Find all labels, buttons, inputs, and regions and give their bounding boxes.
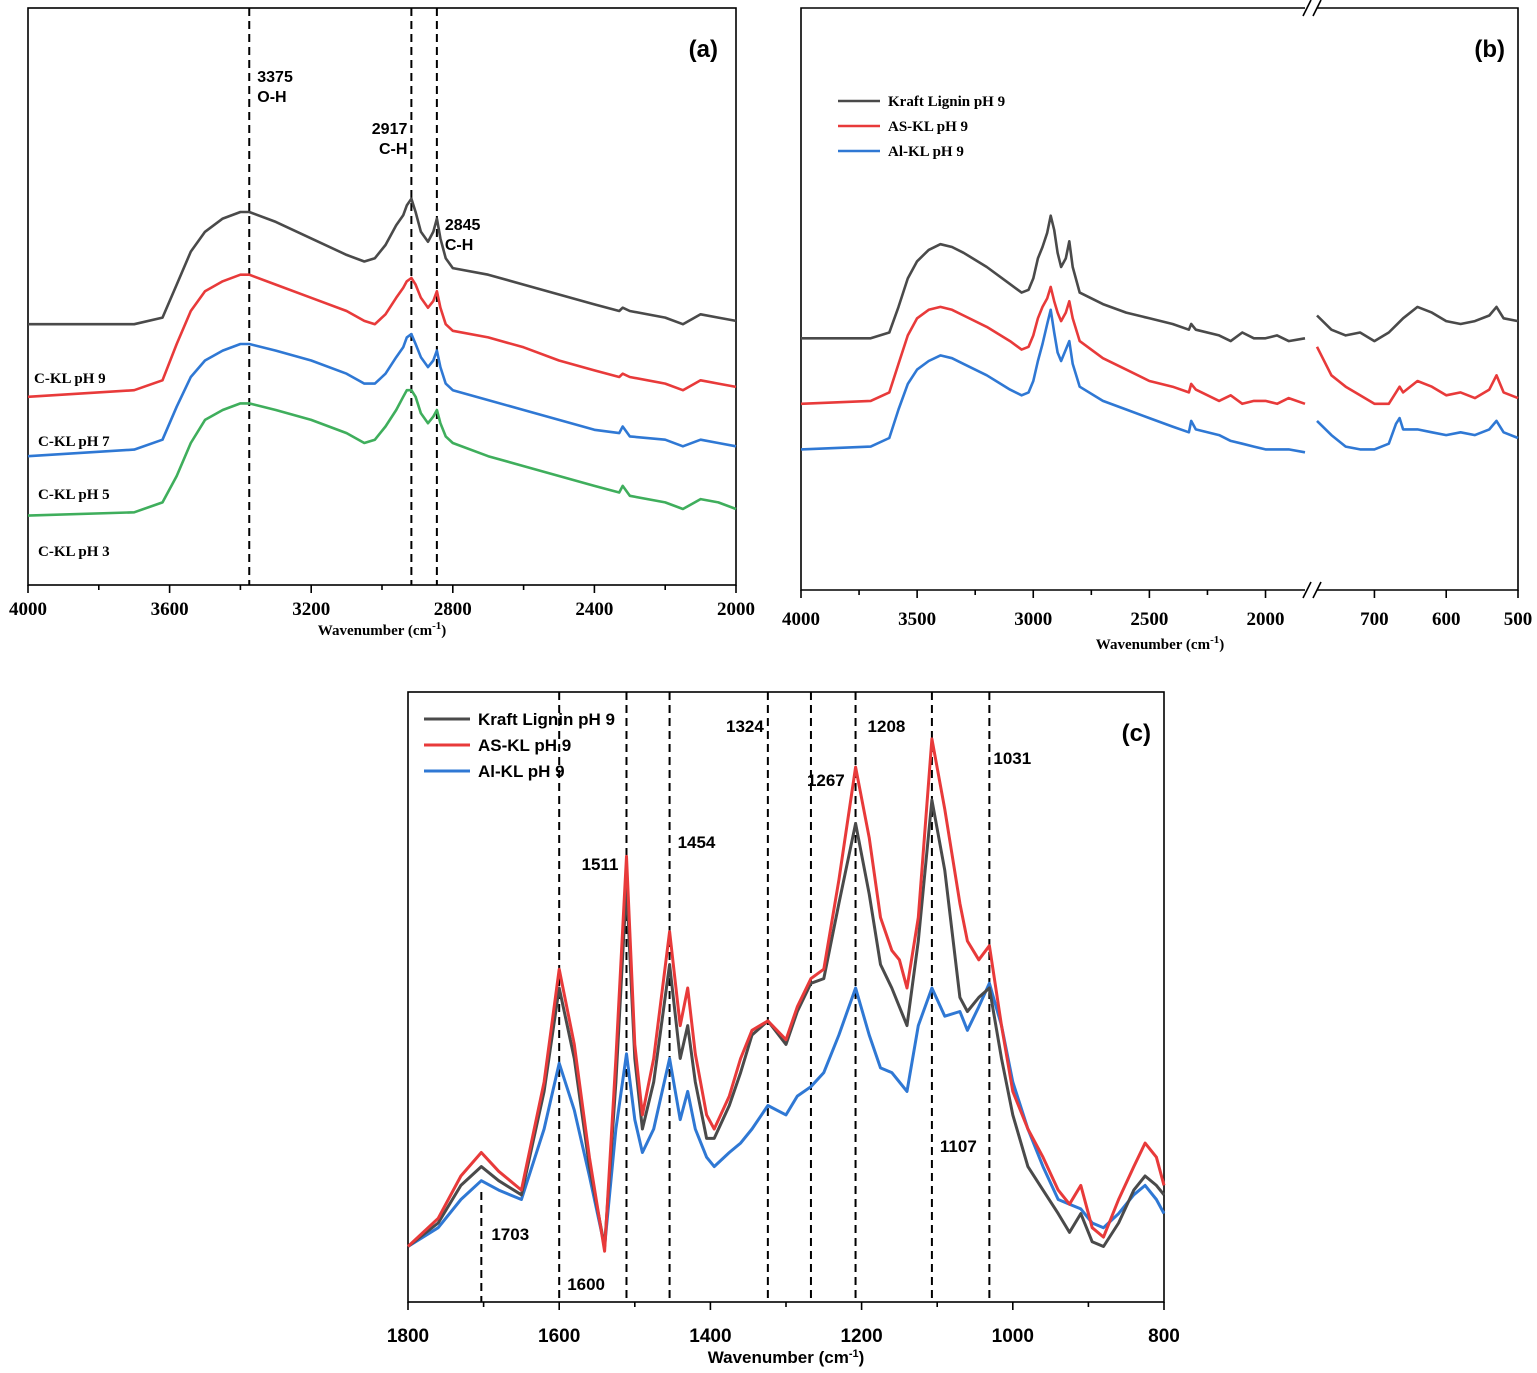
peak-label-wavenumber: 2845 bbox=[445, 217, 481, 234]
x-axis-title: Wavenumber (cm-1) bbox=[318, 620, 446, 639]
x-tick-label: 4000 bbox=[782, 609, 820, 630]
spectrum-line bbox=[27, 332, 737, 458]
axis-break-mark bbox=[1302, 581, 1312, 599]
x-tick-label: 800 bbox=[1148, 1326, 1180, 1347]
series-label: C-KL pH 9 bbox=[34, 371, 106, 387]
peak-label: 1208 bbox=[868, 717, 906, 736]
x-tick-label: 3200 bbox=[292, 599, 330, 620]
spectrum-line bbox=[27, 388, 737, 517]
peak-label-wavenumber: 2917 bbox=[372, 121, 408, 138]
spectrum-line bbox=[28, 197, 737, 326]
plot-frame bbox=[1317, 7, 1519, 591]
axis-break-mark bbox=[1302, 0, 1312, 17]
axis-break-mark bbox=[1312, 581, 1322, 599]
panel-label: (b) bbox=[1474, 36, 1505, 63]
x-tick-label: 1800 bbox=[387, 1326, 429, 1347]
x-tick-label: 700 bbox=[1360, 609, 1389, 630]
x-tick-label: 500 bbox=[1504, 609, 1533, 630]
legend-label: Al-KL pH 9 bbox=[888, 144, 964, 160]
series-label: C-KL pH 5 bbox=[38, 487, 110, 503]
spectrum-line bbox=[800, 308, 1306, 454]
peak-label-bond: O-H bbox=[257, 89, 286, 106]
panel-label: (c) bbox=[1122, 720, 1151, 747]
axis-break-mark bbox=[1312, 0, 1322, 17]
panel-b: 4000 3500 3000 2500 2000 700 600 500 Wavenumber … bbox=[782, 0, 1532, 653]
panel-label: (a) bbox=[689, 36, 718, 63]
spectrum-line bbox=[406, 737, 1166, 1253]
legend-label: Al-KL pH 9 bbox=[478, 762, 565, 781]
x-axis-title: Wavenumber (cm-1) bbox=[708, 1348, 865, 1367]
x-tick-label: 4000 bbox=[9, 599, 47, 620]
spectrum-line bbox=[801, 214, 1306, 343]
x-tick-label: 3500 bbox=[898, 609, 936, 630]
plot-frame bbox=[407, 691, 1165, 1303]
peak-label: 1324 bbox=[726, 717, 764, 736]
x-tick-label: 1200 bbox=[840, 1326, 882, 1347]
peak-label: 1107 bbox=[940, 1137, 977, 1156]
x-tick-label: 1000 bbox=[992, 1326, 1034, 1347]
peak-label-bond: C-H bbox=[445, 237, 473, 254]
peak-label: 1031 bbox=[993, 749, 1031, 768]
x-tick-label: 2800 bbox=[434, 599, 472, 620]
peak-label: 1511 bbox=[582, 855, 619, 874]
panel-a: 4000 3600 3200 2800 2400 2000 Wavenumber (cm-1… bbox=[9, 7, 755, 639]
x-tick-label: 3000 bbox=[1014, 609, 1052, 630]
series-label: C-KL pH 3 bbox=[38, 544, 110, 560]
panel-c: 1800 1600 1400 1200 1000 800 Wavenumber (cm-1)… bbox=[387, 691, 1180, 1367]
spectrum-line bbox=[27, 273, 737, 399]
spectrum-line-low-range bbox=[1315, 346, 1519, 406]
peak-label-bond: C-H bbox=[379, 141, 407, 158]
x-tick-label: 2400 bbox=[575, 599, 613, 620]
x-tick-label: 2000 bbox=[1247, 609, 1285, 630]
x-tick-label: 2000 bbox=[717, 599, 755, 620]
x-tick-label: 1600 bbox=[538, 1326, 580, 1347]
peak-label-wavenumber: 3375 bbox=[257, 69, 293, 86]
spectrum-line-low-range bbox=[1316, 416, 1519, 451]
legend-label: AS-KL pH 9 bbox=[888, 119, 968, 135]
plot-frame bbox=[800, 7, 1305, 591]
spectrum-line bbox=[407, 981, 1166, 1248]
peak-label: 1454 bbox=[678, 833, 716, 852]
spectrum-line bbox=[800, 285, 1306, 406]
x-axis-title: Wavenumber (cm-1) bbox=[1096, 634, 1224, 653]
plot-frame bbox=[27, 7, 737, 586]
x-tick-label: 2500 bbox=[1130, 609, 1168, 630]
legend-label: Kraft Lignin pH 9 bbox=[888, 94, 1005, 110]
x-tick-label: 3600 bbox=[151, 599, 189, 620]
peak-label: 1600 bbox=[567, 1275, 605, 1294]
peak-label: 1703 bbox=[491, 1225, 529, 1244]
legend-label: AS-KL pH 9 bbox=[478, 736, 571, 755]
series-label: C-KL pH 7 bbox=[38, 434, 110, 450]
spectrum-line-low-range bbox=[1316, 305, 1519, 343]
x-tick-label: 1400 bbox=[689, 1326, 731, 1347]
legend-label: Kraft Lignin pH 9 bbox=[478, 710, 615, 729]
peak-label: 1267 bbox=[807, 771, 845, 790]
x-tick-label: 600 bbox=[1432, 609, 1461, 630]
